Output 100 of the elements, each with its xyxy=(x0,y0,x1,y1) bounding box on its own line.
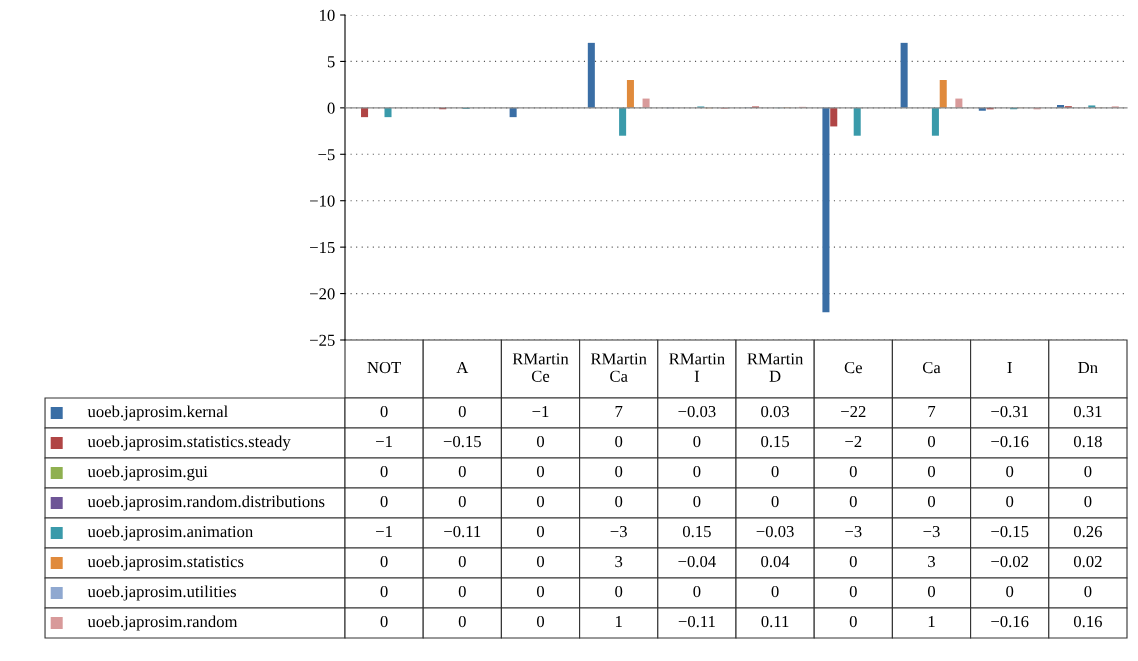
data-label: −0.02 xyxy=(991,555,1029,568)
x-tick-label: RMartin D xyxy=(747,353,804,382)
data-label: 0 xyxy=(458,615,466,628)
data-label: 0 xyxy=(536,465,545,478)
data-label: −0.16 xyxy=(991,615,1029,628)
data-label: −2 xyxy=(845,435,862,448)
data-label: −0.15 xyxy=(991,525,1029,538)
data-label: 0 xyxy=(927,465,936,478)
data-label: 1 xyxy=(928,616,935,628)
legend-label: uoeb.japrosim.random.distributions xyxy=(87,495,325,511)
x-tick-label: Dn xyxy=(1078,362,1098,374)
x-tick-label: RMartin I xyxy=(669,353,725,382)
data-label: 0 xyxy=(849,495,857,508)
y-tick-label: −25 xyxy=(310,334,335,346)
data-label: 0 xyxy=(849,585,857,598)
data-label: −3 xyxy=(923,525,940,538)
data-label: 0 xyxy=(693,495,701,508)
data-label: 0 xyxy=(927,585,936,598)
legend-label: uoeb.japrosim.statistics.steady xyxy=(87,435,291,451)
legend-label: uoeb.japrosim.gui xyxy=(87,465,208,481)
legend-label: uoeb.japrosim.statistics xyxy=(87,555,244,571)
legend-label: uoeb.japrosim.kernal xyxy=(87,405,228,421)
data-label: −0.03 xyxy=(756,525,794,538)
data-label: 0 xyxy=(1084,495,1092,508)
data-label: −0.11 xyxy=(444,525,481,538)
data-label: 0 xyxy=(1084,465,1092,478)
data-label: 0 xyxy=(380,555,388,568)
legend-label: uoeb.japrosim.animation xyxy=(87,525,253,541)
data-label: 0 xyxy=(380,495,388,508)
data-label: 0 xyxy=(615,495,623,508)
data-label: −3 xyxy=(610,525,627,538)
x-tick-label: Ca xyxy=(922,361,941,374)
data-label: 0 xyxy=(849,555,857,568)
data-label: 0 xyxy=(1006,465,1014,478)
data-label: 0.16 xyxy=(1073,615,1102,628)
data-label: −0.03 xyxy=(678,405,716,418)
data-label: 0 xyxy=(849,615,857,628)
data-label: 0.04 xyxy=(761,555,790,568)
data-label: −0.31 xyxy=(991,405,1028,418)
x-tick-label: A xyxy=(456,362,469,374)
data-label: 0 xyxy=(536,435,545,448)
data-label: 0 xyxy=(1006,495,1014,508)
y-tick-label: 0 xyxy=(327,102,335,114)
data-label: 0 xyxy=(536,585,545,598)
data-label: 0 xyxy=(536,615,545,628)
data-label: −0.16 xyxy=(991,435,1029,448)
data-label: 0 xyxy=(693,465,701,478)
y-tick-label: −15 xyxy=(310,241,335,254)
data-label: 7 xyxy=(615,406,623,418)
data-label: 0.31 xyxy=(1073,405,1102,418)
data-label: 0 xyxy=(380,615,388,628)
y-tick-label: 5 xyxy=(327,56,335,68)
x-tick-label: RMartin Ce xyxy=(512,353,569,382)
x-tick-label: I xyxy=(1007,362,1012,374)
data-label: 0 xyxy=(849,465,857,478)
y-tick-label: −20 xyxy=(310,288,335,300)
data-label: 0 xyxy=(458,555,466,568)
data-label: 0.15 xyxy=(682,525,711,538)
y-tick-label: −10 xyxy=(310,195,335,207)
data-label: −0.11 xyxy=(678,615,715,628)
y-tick-label: 10 xyxy=(320,9,335,21)
x-tick-label: Ce xyxy=(844,361,862,374)
data-label: 3 xyxy=(615,555,623,568)
y-tick-label: −5 xyxy=(318,149,335,161)
data-label: 0 xyxy=(771,495,779,508)
data-label: 0 xyxy=(615,465,623,478)
data-label: 0 xyxy=(927,435,936,448)
data-label: 0.26 xyxy=(1073,525,1102,538)
data-label: 0 xyxy=(458,405,466,418)
data-label: 0.18 xyxy=(1073,435,1102,448)
data-label: 0 xyxy=(536,525,545,538)
data-label: 0 xyxy=(380,585,388,598)
data-label: −1 xyxy=(532,406,549,418)
data-label: 0 xyxy=(536,495,545,508)
data-label: 0.15 xyxy=(761,435,790,448)
data-label: 3 xyxy=(928,555,936,568)
data-label: 0 xyxy=(380,405,388,418)
legend-label: uoeb.japrosim.utilities xyxy=(87,585,236,601)
data-label: 0 xyxy=(536,555,545,568)
x-tick-label: RMartin Ca xyxy=(590,353,647,382)
data-label: 0 xyxy=(927,495,936,508)
data-label: 0 xyxy=(693,435,701,448)
data-label: 0 xyxy=(771,585,779,598)
x-tick-label: NOT xyxy=(367,361,401,374)
legend-label: uoeb.japrosim.random xyxy=(87,615,238,631)
data-label: 0 xyxy=(615,585,623,598)
data-label: 0 xyxy=(458,465,466,478)
data-label: 0 xyxy=(458,585,466,598)
data-label: 0 xyxy=(693,585,701,598)
data-label: 0.02 xyxy=(1073,555,1102,568)
data-label: −1 xyxy=(376,526,392,538)
data-label: 0 xyxy=(615,435,623,448)
data-label: −3 xyxy=(845,525,862,538)
data-label: 0.03 xyxy=(761,405,790,418)
data-label: 7 xyxy=(928,406,936,418)
data-label: 0 xyxy=(380,465,388,478)
data-label: −22 xyxy=(841,405,866,418)
data-label: 1 xyxy=(616,616,622,628)
data-label: 0.11 xyxy=(761,615,789,628)
data-label: −0.15 xyxy=(443,435,481,448)
